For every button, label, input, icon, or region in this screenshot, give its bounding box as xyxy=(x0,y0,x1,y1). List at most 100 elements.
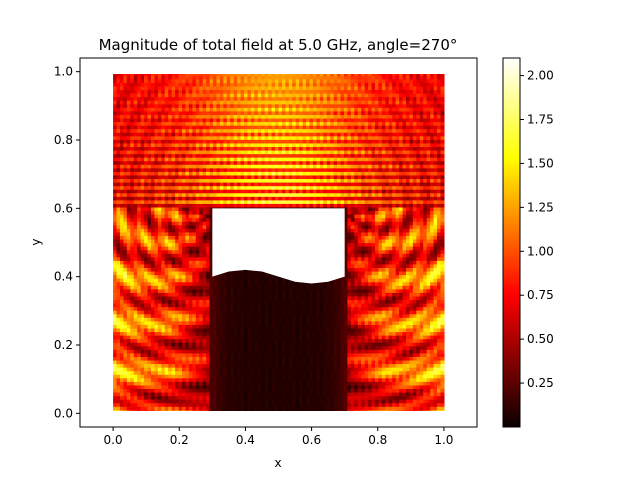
heatmap-cell xyxy=(116,74,121,76)
heatmap-cell xyxy=(281,317,286,322)
heatmap-cell xyxy=(185,377,190,382)
heatmap-cell xyxy=(199,185,204,190)
heatmap-cell xyxy=(119,292,125,297)
heatmap-cell xyxy=(278,146,283,151)
heatmap-cell xyxy=(199,260,204,265)
heatmap-cell xyxy=(209,100,214,105)
heatmap-cell xyxy=(147,278,152,283)
heatmap-cell xyxy=(161,409,166,411)
heatmap-cell xyxy=(240,370,245,375)
heatmap-cell xyxy=(244,356,249,361)
heatmap-cell xyxy=(254,288,259,293)
heatmap-cell xyxy=(150,192,156,197)
heatmap-cell xyxy=(244,132,249,137)
heatmap-cell xyxy=(230,409,235,411)
heatmap-cell xyxy=(164,78,169,83)
heatmap-cell xyxy=(116,235,121,240)
heatmap-cell xyxy=(140,338,145,343)
heatmap-cell xyxy=(219,281,224,286)
heatmap-cell xyxy=(285,107,290,112)
heatmap-cell xyxy=(119,253,125,258)
heatmap-cell xyxy=(230,199,235,204)
heatmap-cell xyxy=(261,93,266,98)
heatmap-cell xyxy=(154,82,159,87)
heatmap-cell xyxy=(268,285,273,290)
heatmap-cell xyxy=(288,313,293,318)
heatmap-cell xyxy=(137,359,142,365)
heatmap-cell xyxy=(157,178,162,183)
heatmap-cell xyxy=(223,349,228,354)
heatmap-cell xyxy=(209,306,214,311)
heatmap-cell xyxy=(230,153,235,158)
heatmap-cell xyxy=(140,128,145,133)
heatmap-cell xyxy=(175,406,180,411)
heatmap-cell xyxy=(154,125,159,130)
heatmap-cell xyxy=(233,78,238,83)
heatmap-cell xyxy=(150,381,156,386)
heatmap-cell xyxy=(123,367,128,372)
heatmap-cell xyxy=(281,149,286,155)
heatmap-cell xyxy=(182,235,187,240)
heatmap-cell xyxy=(285,370,290,375)
heatmap-cell xyxy=(154,338,159,343)
heatmap-cell xyxy=(150,253,156,258)
heatmap-cell xyxy=(219,384,224,390)
heatmap-cell xyxy=(213,107,218,112)
heatmap-cell xyxy=(213,182,218,187)
heatmap-cell xyxy=(288,391,293,397)
heatmap-cell xyxy=(257,167,262,172)
heatmap-cell xyxy=(271,89,276,94)
heatmap-cell xyxy=(137,74,142,76)
heatmap-cell xyxy=(288,85,293,91)
heatmap-cell xyxy=(209,253,214,258)
heatmap-cell xyxy=(171,377,176,382)
heatmap-cell xyxy=(275,327,280,333)
heatmap-cell xyxy=(178,352,183,357)
heatmap-cell xyxy=(278,132,283,137)
heatmap-cell xyxy=(230,82,235,87)
heatmap-cell xyxy=(237,303,242,308)
heatmap-cell xyxy=(209,157,214,162)
heatmap-cell xyxy=(164,139,169,144)
heatmap-cell xyxy=(123,149,128,155)
heatmap-cell xyxy=(206,167,211,172)
heatmap-cell xyxy=(257,164,262,169)
heatmap-cell xyxy=(140,182,145,187)
heatmap-cell xyxy=(264,345,269,350)
heatmap-cell xyxy=(161,142,166,148)
heatmap-cell xyxy=(175,89,180,94)
heatmap-cell xyxy=(182,153,187,158)
heatmap-cell xyxy=(261,363,266,368)
heatmap-cell xyxy=(116,285,121,290)
heatmap-cell xyxy=(261,157,266,162)
heatmap-cell xyxy=(195,256,200,261)
heatmap-cell xyxy=(278,182,283,187)
heatmap-cell xyxy=(223,299,228,304)
heatmap-cell xyxy=(161,153,166,158)
heatmap-cell xyxy=(130,381,135,386)
heatmap-cell xyxy=(144,167,149,172)
heatmap-cell xyxy=(144,174,149,180)
heatmap-cell xyxy=(113,292,118,297)
heatmap-cell xyxy=(154,189,159,194)
heatmap-cell xyxy=(244,399,249,404)
heatmap-cell xyxy=(137,292,142,297)
heatmap-cell xyxy=(137,182,142,187)
heatmap-cell xyxy=(230,327,235,333)
heatmap-cell xyxy=(199,367,204,372)
heatmap-cell xyxy=(216,331,221,336)
heatmap-cell xyxy=(171,384,176,390)
heatmap-cell xyxy=(257,93,262,98)
heatmap-cell xyxy=(140,249,145,254)
heatmap-cell xyxy=(213,132,218,137)
heatmap-cell xyxy=(261,317,266,322)
heatmap-cell xyxy=(185,78,190,83)
heatmap-cell xyxy=(113,206,118,212)
heatmap-cell xyxy=(178,228,183,233)
heatmap-cell xyxy=(275,295,280,301)
heatmap-cell xyxy=(288,110,293,115)
heatmap-cell xyxy=(157,82,162,87)
heatmap-cell xyxy=(119,395,125,400)
heatmap-cell xyxy=(113,164,118,169)
heatmap-cell xyxy=(278,203,283,208)
